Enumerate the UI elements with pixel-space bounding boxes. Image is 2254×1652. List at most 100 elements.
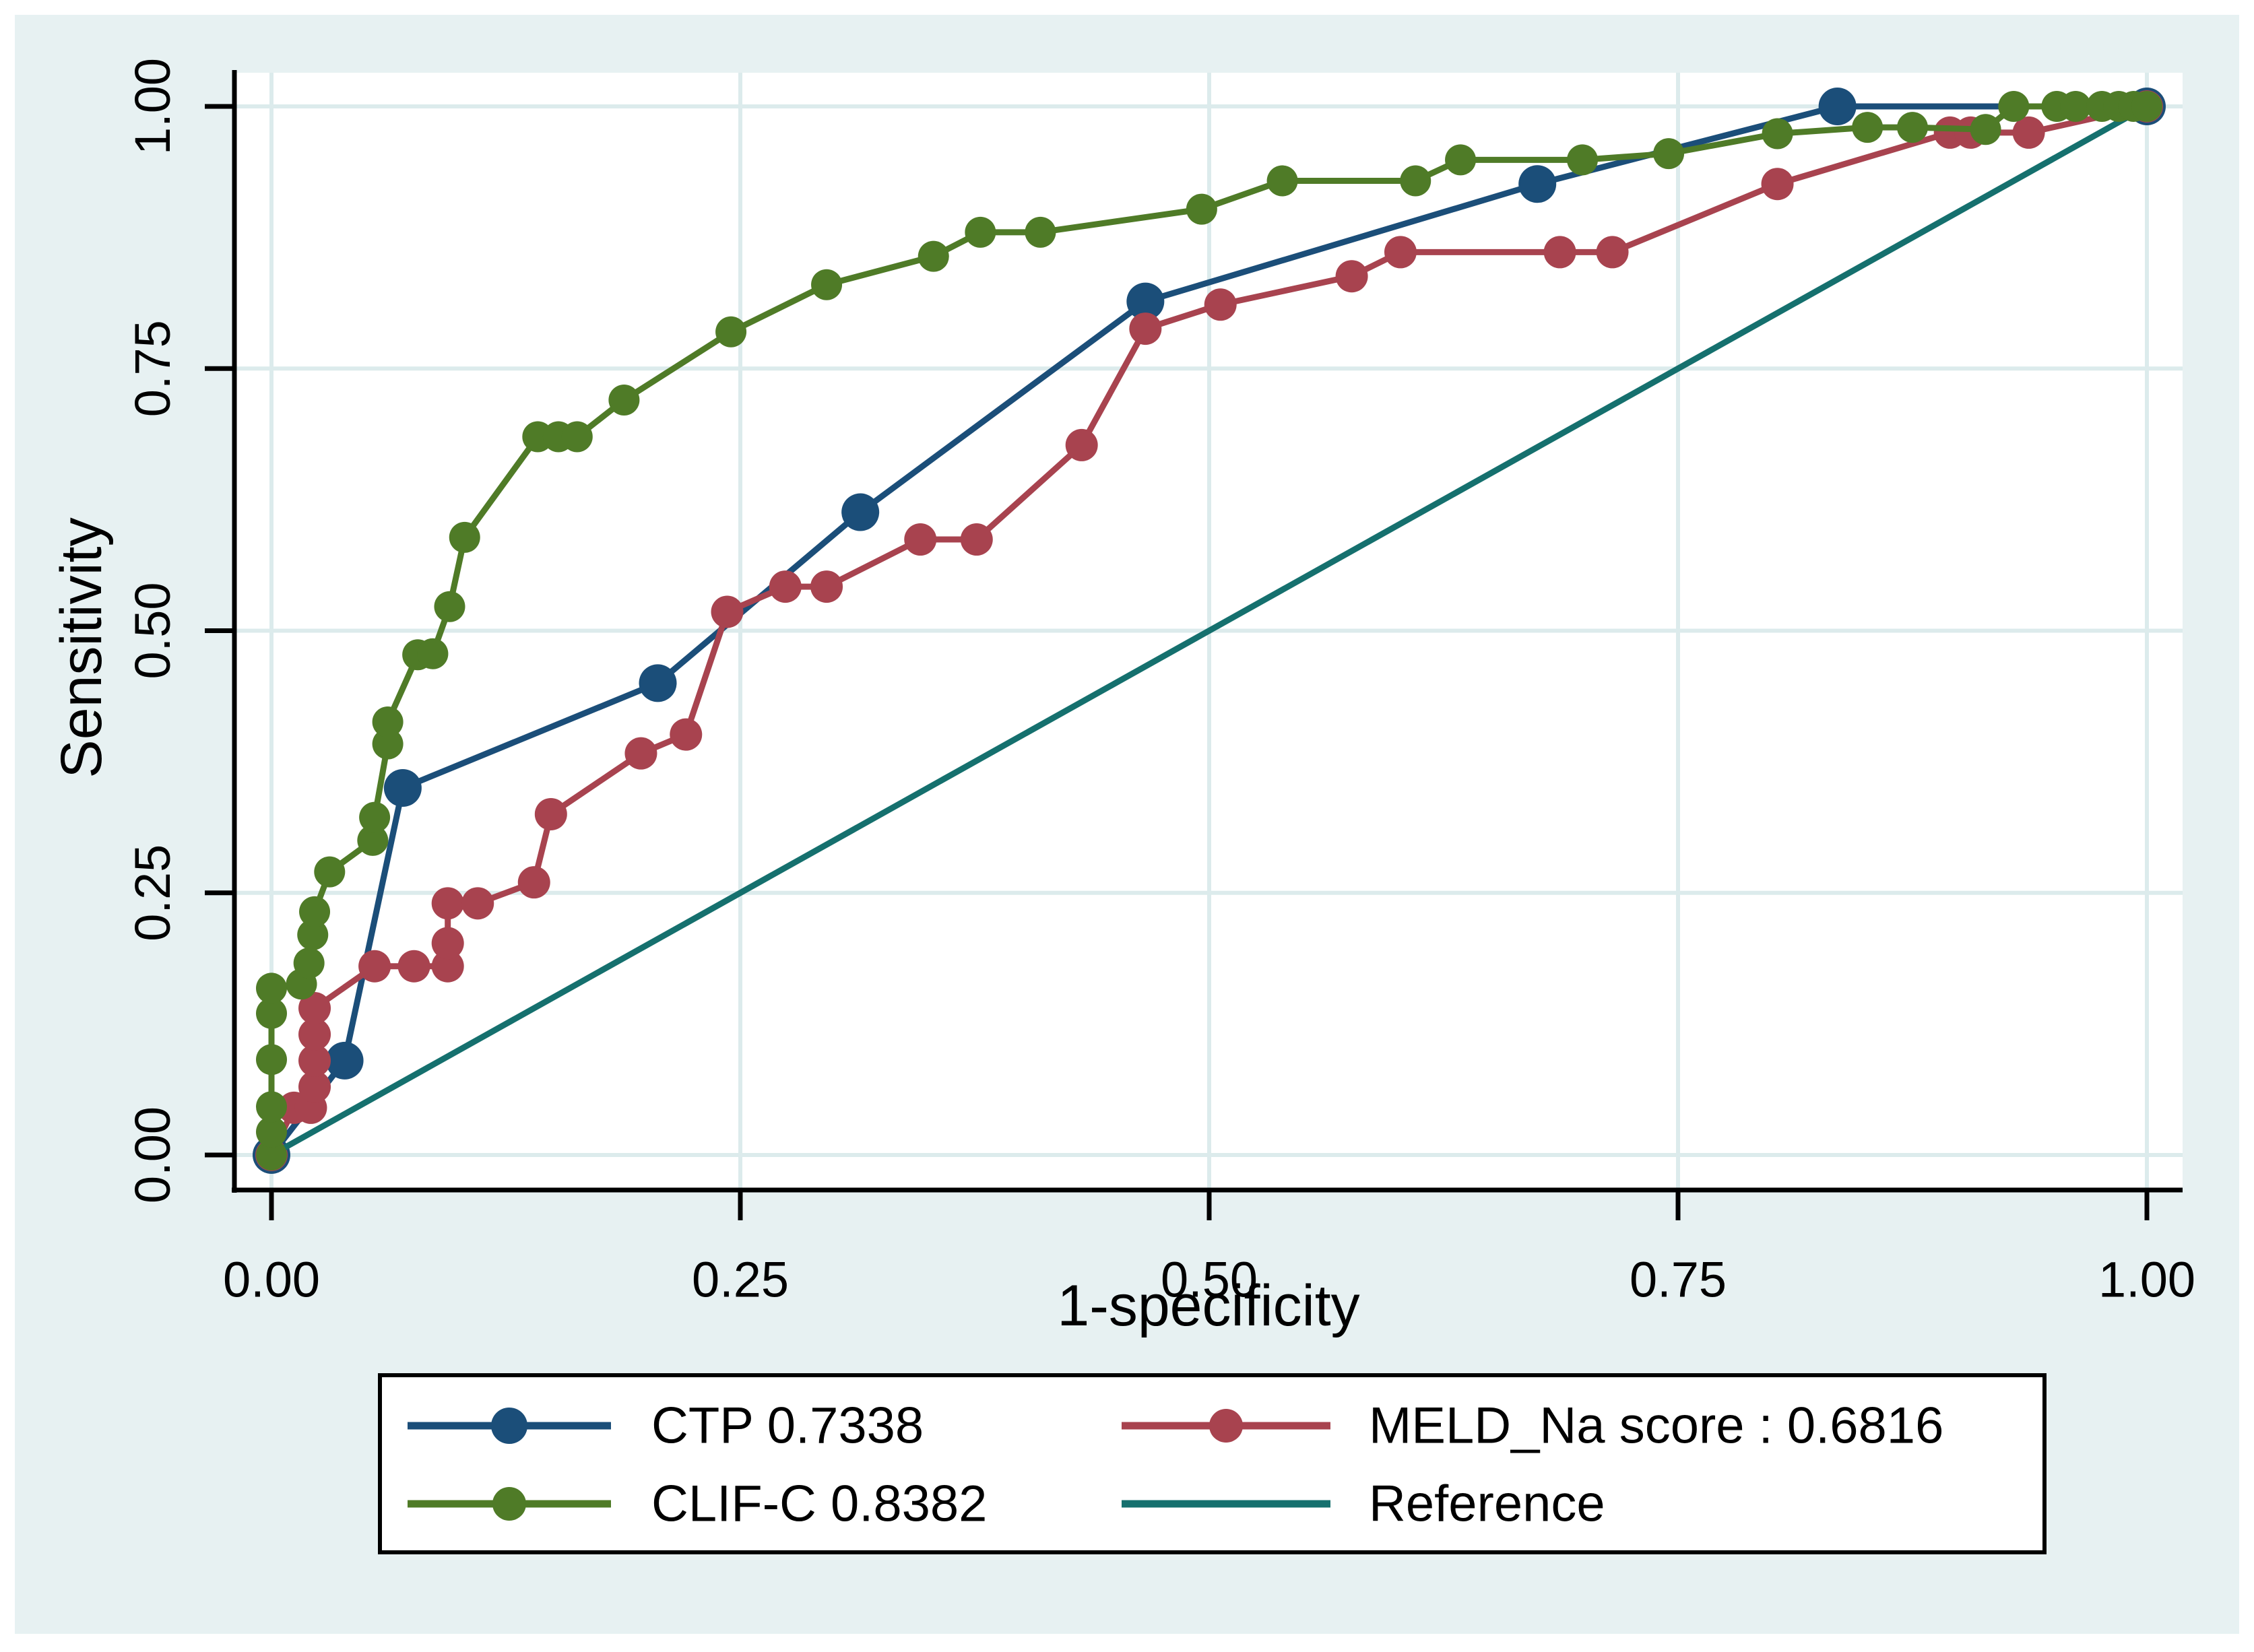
roc-marker-ctp	[383, 769, 422, 807]
roc-marker-clif_c	[1186, 193, 1217, 225]
x-tick-label: 1.00	[2098, 1252, 2195, 1308]
roc-marker-clif_c	[1445, 144, 1477, 176]
y-axis-title: Sensitivity	[49, 517, 114, 778]
roc-marker-clif_c	[372, 728, 404, 760]
roc-marker-clif_c	[965, 216, 996, 248]
roc-marker-clif_c	[1025, 216, 1056, 248]
legend-label-reference: Reference	[1369, 1476, 1605, 1533]
roc-marker-meld_na	[517, 866, 550, 899]
roc-marker-meld_na	[461, 887, 494, 920]
legend-item-meld-na: MELD_Na score : 0.6816	[1122, 1397, 1943, 1455]
roc-marker-clif_c	[608, 384, 640, 416]
roc-marker-meld_na	[1384, 236, 1417, 269]
legend-marker-clif-c	[492, 1487, 526, 1521]
roc-marker-clif_c	[359, 801, 391, 833]
roc-marker-meld_na	[431, 887, 464, 920]
y-tick-label: 0.00	[125, 1106, 181, 1203]
roc-marker-clif_c	[293, 948, 325, 979]
roc-marker-clif_c	[2060, 91, 2092, 122]
legend-label-meld-na: MELD_Na score : 0.6816	[1369, 1397, 1943, 1455]
roc-marker-clif_c	[715, 316, 747, 348]
roc-marker-meld_na	[624, 737, 657, 770]
roc-marker-clif_c	[357, 824, 389, 856]
x-tick-label: 0.00	[223, 1252, 320, 1308]
roc-marker-meld_na	[397, 950, 430, 983]
legend-item-reference: Reference	[1122, 1476, 1605, 1533]
roc-marker-ctp	[325, 1041, 364, 1080]
roc-marker-meld_na	[298, 1018, 331, 1051]
roc-marker-meld_na	[670, 718, 703, 751]
legend: CTP 0.7338 MELD_Na score : 0.6816 CLIF-C…	[378, 1373, 2047, 1554]
roc-marker-meld_na	[904, 523, 937, 556]
roc-marker-meld_na	[1204, 288, 1237, 321]
y-tick-label: 0.75	[125, 320, 181, 417]
roc-marker-clif_c	[1897, 112, 1928, 143]
roc-marker-ctp	[841, 493, 880, 531]
roc-marker-clif_c	[1762, 118, 1793, 150]
roc-marker-clif_c	[1852, 112, 1883, 143]
roc-marker-clif_c	[372, 706, 404, 737]
roc-marker-clif_c	[1653, 138, 1685, 170]
roc-marker-ctp	[1818, 88, 1857, 125]
roc-marker-clif_c	[297, 919, 329, 951]
roc-marker-clif_c	[434, 591, 465, 622]
roc-marker-meld_na	[2012, 116, 2045, 149]
roc-marker-meld_na	[1596, 236, 1629, 269]
roc-marker-clif_c	[256, 1139, 287, 1170]
roc-marker-clif_c	[1400, 165, 1431, 197]
roc-marker-meld_na	[534, 797, 567, 830]
x-axis-title: 1-specificity	[1057, 1274, 1359, 1338]
roc-marker-clif_c	[1970, 114, 2001, 145]
roc-curves	[253, 88, 2166, 1174]
roc-marker-meld_na	[298, 1070, 331, 1103]
roc-marker-meld_na	[1761, 168, 1794, 201]
legend-item-clif-c: CLIF-C 0.8382	[408, 1476, 987, 1533]
tick-marks-and-labels: 0.00 0.25 0.50 0.75 1.00 0.00 0.25 0.50 0.75 1.00	[125, 58, 2195, 1308]
roc-marker-clif_c	[561, 421, 593, 453]
roc-marker-ctp	[1126, 282, 1165, 321]
roc-marker-meld_na	[960, 523, 993, 556]
roc-curve-meld_na	[255, 90, 2163, 1171]
roc-marker-clif_c	[256, 1091, 287, 1123]
y-tick-label: 0.50	[125, 582, 181, 679]
y-tick-label: 1.00	[125, 58, 181, 155]
roc-marker-clif_c	[314, 856, 346, 888]
roc-marker-meld_na	[1129, 312, 1162, 345]
roc-marker-clif_c	[449, 521, 480, 553]
x-tick-label: 0.75	[1630, 1252, 1727, 1308]
legend-label-clif-c: CLIF-C 0.8382	[651, 1476, 987, 1533]
roc-marker-clif_c	[417, 638, 449, 669]
y-tick-label: 0.25	[125, 845, 181, 941]
roc-marker-meld_na	[431, 950, 464, 983]
roc-curve-reference	[268, 103, 2150, 1158]
roc-line-reference	[268, 103, 2150, 1158]
legend-marker-meld-na	[1209, 1409, 1243, 1443]
x-tick-label: 0.50	[1161, 1252, 1258, 1308]
roc-marker-ctp	[1518, 165, 1557, 203]
roc-marker-clif_c	[299, 896, 331, 927]
roc-marker-meld_na	[298, 1044, 331, 1077]
roc-marker-clif_c	[256, 1044, 287, 1076]
roc-marker-meld_na	[431, 927, 464, 960]
roc-marker-meld_na	[1065, 428, 1098, 461]
legend-item-ctp: CTP 0.7338	[408, 1397, 924, 1455]
roc-marker-clif_c	[917, 240, 949, 272]
roc-marker-clif_c	[1266, 165, 1298, 197]
roc-marker-meld_na	[1543, 236, 1576, 269]
roc-curve-clif_c	[256, 91, 2162, 1170]
roc-marker-meld_na	[711, 595, 744, 628]
roc-marker-meld_na	[298, 992, 331, 1025]
legend-marker-ctp	[491, 1408, 527, 1444]
x-tick-label: 0.25	[692, 1252, 789, 1308]
roc-marker-meld_na	[769, 570, 802, 603]
legend-label-ctp: CTP 0.7338	[651, 1397, 924, 1455]
roc-marker-clif_c	[1567, 144, 1599, 176]
roc-marker-clif_c	[1998, 91, 2030, 122]
roc-marker-meld_na	[358, 950, 391, 983]
roc-marker-clif_c	[256, 1116, 287, 1148]
roc-marker-ctp	[639, 664, 677, 702]
roc-marker-clif_c	[2131, 91, 2162, 122]
roc-marker-clif_c	[256, 997, 287, 1029]
